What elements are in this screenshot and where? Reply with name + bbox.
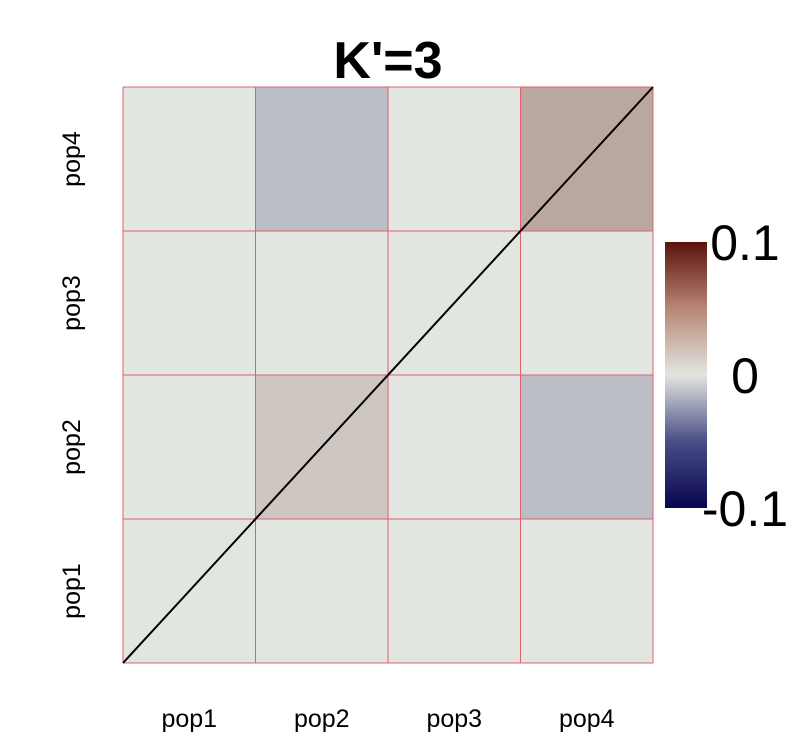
colorbar-tick-label: 0.1 [710, 215, 780, 271]
x-tick-label: pop3 [426, 705, 482, 733]
y-tick-label: pop1 [58, 563, 86, 619]
heatmap-cell-pop1-pop3 [123, 231, 256, 375]
heatmap-cell-pop2-pop1 [255, 519, 388, 663]
y-tick-labels: pop1 pop2 pop3 pop4 [58, 131, 86, 619]
heatmap-cell-pop3-pop2 [388, 375, 521, 519]
heatmap-cell-pop4-pop1 [520, 519, 653, 663]
heatmap-cell-pop3-pop4 [388, 87, 521, 231]
x-tick-labels: pop1 pop2 pop3 pop4 [161, 705, 614, 733]
x-tick-label: pop4 [559, 705, 615, 733]
heatmap-cell-pop1-pop4 [123, 87, 256, 231]
heatmap-cells [123, 87, 653, 663]
y-tick-label: pop3 [58, 275, 86, 331]
heatmap-cell-pop2-pop4 [255, 87, 388, 231]
colorbar-tick-label: 0 [731, 348, 759, 404]
heatmap-cell-pop2-pop3 [255, 231, 388, 375]
x-tick-label: pop1 [161, 705, 217, 733]
y-tick-label: pop2 [58, 419, 86, 475]
heatmap-cell-pop4-pop3 [520, 231, 653, 375]
x-tick-label: pop2 [294, 705, 350, 733]
colorbar [665, 242, 707, 508]
colorbar-tick-labels: 0.1 0 -0.1 [702, 215, 788, 537]
diagonal-line [122, 86, 654, 664]
colorbar-tick-label: -0.1 [702, 481, 788, 537]
chart-title: K'=3 [333, 32, 442, 90]
heatmap-cell-pop3-pop1 [388, 519, 521, 663]
y-tick-label: pop4 [58, 131, 86, 187]
heatmap-cell-pop1-pop2 [123, 375, 256, 519]
heatmap-cell-pop4-pop2 [520, 375, 653, 519]
